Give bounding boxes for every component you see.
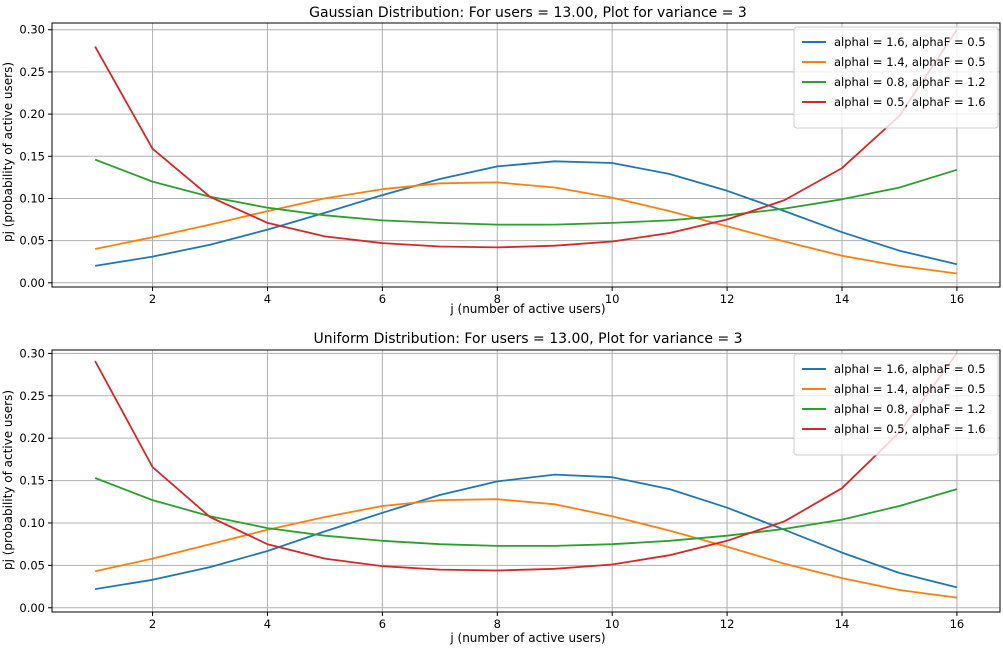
y-tick-label: 0.05: [19, 558, 45, 572]
y-axis-label: pj (probability of active users): [1, 62, 15, 242]
y-tick-label: 0.10: [19, 191, 45, 205]
chart-gaussian: Gaussian Distribution: For users = 13.00…: [1, 5, 1001, 316]
x-tick-label: 10: [605, 292, 620, 306]
legend-label: alphaI = 0.8, alphaF = 1.2: [834, 402, 986, 416]
x-tick-label: 4: [264, 617, 271, 631]
legend-label: alphaI = 1.6, alphaF = 0.5: [834, 35, 986, 49]
x-tick-label: 8: [494, 292, 501, 306]
series-line-1: [94, 160, 958, 267]
y-tick-label: 0.30: [19, 346, 45, 360]
chart-uniform: Uniform Distribution: For users = 13.00,…: [1, 331, 1001, 645]
x-tick-label: 12: [720, 617, 735, 631]
x-tick-label: 12: [720, 292, 735, 306]
y-tick-label: 0.15: [19, 474, 45, 488]
series-line-4: [94, 352, 958, 572]
x-tick-label: 10: [605, 617, 620, 631]
ticks: 2 4 6 8 10 12 14 16 0.00 0.05 0.10 0.15 0.20 0.25 0.30: [19, 23, 964, 306]
y-tick-label: 0.10: [19, 516, 45, 530]
legend: alphaI = 1.6, alphaF = 0.5 alphaI = 1.4, …: [793, 353, 999, 456]
legend-label: alphaI = 1.4, alphaF = 0.5: [834, 382, 986, 396]
series-group: [94, 352, 958, 599]
x-tick-label: 16: [950, 292, 965, 306]
series-line-2: [94, 498, 958, 599]
legend-label: alphaI = 0.8, alphaF = 1.2: [834, 75, 986, 89]
legend: alphaI = 1.6, alphaF = 0.5 alphaI = 1.4, …: [793, 26, 999, 129]
y-tick-label: 0.25: [19, 389, 45, 403]
x-tick-label: 2: [149, 617, 156, 631]
y-tick-label: 0.30: [19, 23, 45, 37]
y-tick-label: 0.05: [19, 234, 45, 248]
x-tick-label: 14: [835, 617, 850, 631]
series-line-4: [94, 29, 958, 249]
series-line-3: [94, 158, 958, 226]
y-tick-label: 0.00: [19, 601, 45, 615]
chart-title: Gaussian Distribution: For users = 13.00…: [309, 5, 747, 21]
x-tick-label: 6: [379, 617, 386, 631]
y-axis-label: pj (probability of active users): [1, 390, 15, 570]
y-tick-label: 0.20: [19, 431, 45, 445]
legend-label: alphaI = 0.5, alphaF = 1.6: [834, 95, 986, 109]
legend-label: alphaI = 1.6, alphaF = 0.5: [834, 362, 986, 376]
legend-label: alphaI = 1.4, alphaF = 0.5: [834, 55, 986, 69]
x-tick-label: 16: [950, 617, 965, 631]
y-tick-label: 0.15: [19, 149, 45, 163]
y-tick-label: 0.00: [19, 276, 45, 290]
legend-box: [793, 353, 999, 456]
x-axis-label: j (number of active users): [449, 631, 605, 645]
x-tick-label: 2: [149, 292, 156, 306]
series-line-2: [94, 181, 958, 275]
x-tick-label: 14: [835, 292, 850, 306]
ticks: 2 4 6 8 10 12 14 16 0.00 0.05 0.10 0.15 0.20 0.25 0.30: [19, 346, 964, 631]
plot-frame: [51, 22, 1001, 288]
y-tick-label: 0.25: [19, 65, 45, 79]
x-tick-label: 8: [494, 617, 501, 631]
legend-label: alphaI = 0.5, alphaF = 1.6: [834, 422, 986, 436]
x-tick-label: 6: [379, 292, 386, 306]
chart-title: Uniform Distribution: For users = 13.00,…: [313, 331, 742, 347]
y-tick-label: 0.20: [19, 107, 45, 121]
x-tick-label: 4: [264, 292, 271, 306]
series-line-1: [94, 473, 958, 590]
legend-box: [793, 26, 999, 129]
series-line-3: [94, 477, 958, 547]
series-group: [94, 29, 958, 275]
x-axis-label: j (number of active users): [449, 302, 605, 316]
